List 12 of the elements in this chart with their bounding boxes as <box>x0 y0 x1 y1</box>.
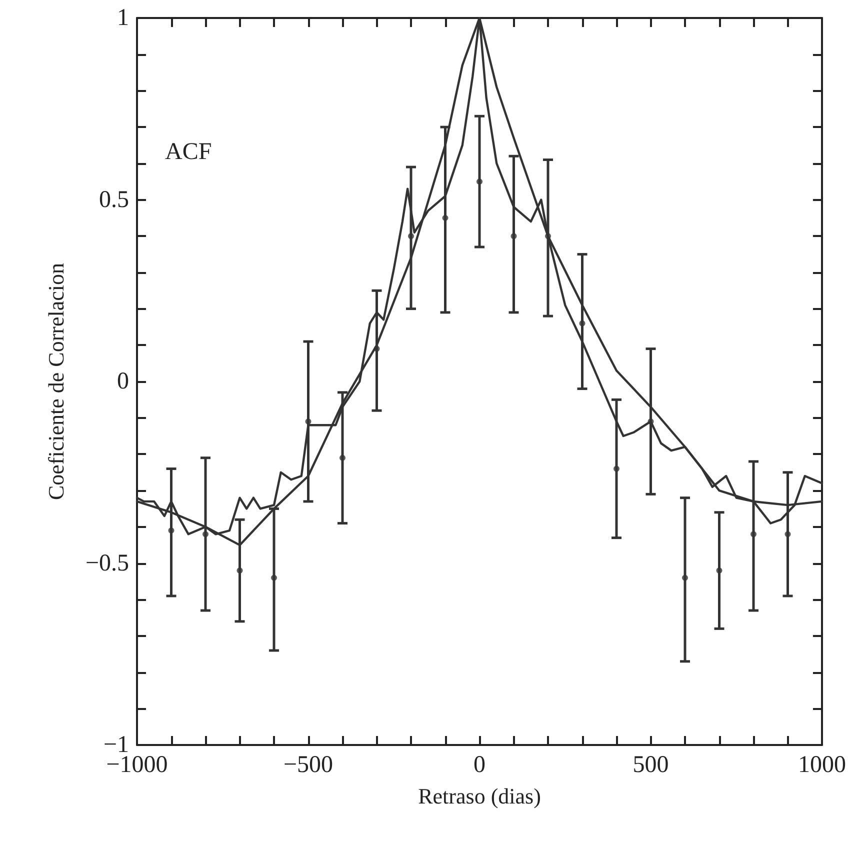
x-tick-label: 1000 <box>798 752 846 778</box>
y-tick-label: −0.5 <box>85 550 129 576</box>
x-axis-title: Retraso (dias) <box>418 784 541 808</box>
x-tick-label: −1000 <box>106 752 168 778</box>
y-axis-title: Coeficiente de Correlacion <box>44 262 68 500</box>
x-tick-label: 500 <box>632 752 669 778</box>
y-tick-label: 1 <box>117 5 129 31</box>
x-tick-label: −500 <box>283 752 334 778</box>
annotation: ACF <box>165 139 212 165</box>
x-tick-label: 0 <box>474 752 486 778</box>
y-tick-label: 0 <box>117 368 129 394</box>
y-tick-label: 0.5 <box>99 186 129 213</box>
